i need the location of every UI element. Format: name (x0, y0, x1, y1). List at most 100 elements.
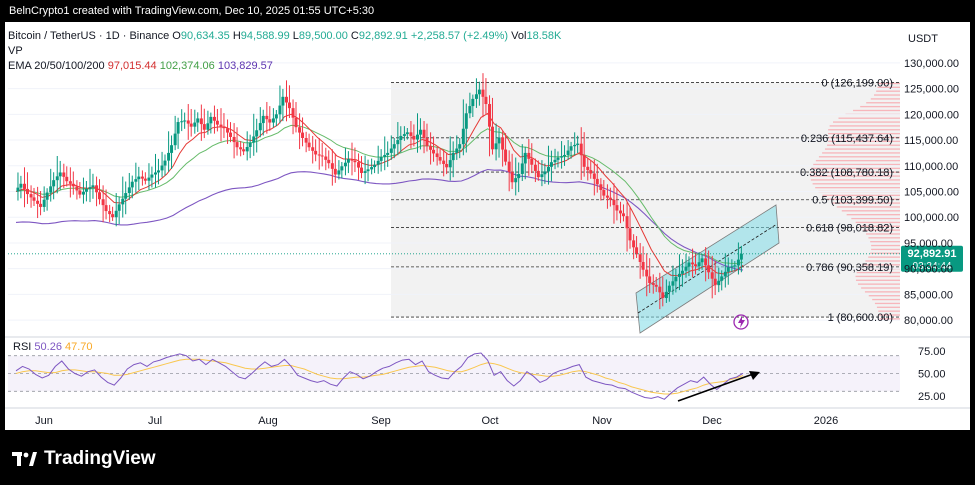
candle-body (189, 123, 193, 127)
candle-body (396, 140, 400, 145)
candle-body (91, 185, 95, 188)
candle-body (599, 184, 603, 190)
h-label: H (232, 30, 241, 42)
candle-body (415, 134, 419, 140)
ema50-value: 102,374.06 (159, 60, 215, 72)
low-value: 89,500.00 (298, 30, 348, 42)
candle-body (330, 163, 334, 169)
candle-body (235, 142, 239, 148)
vp-bar (831, 202, 900, 204)
candle-body (23, 183, 27, 189)
candle-body (625, 216, 629, 229)
candle-body (383, 154, 387, 158)
candle-body (304, 137, 308, 143)
symbol-label[interactable]: Bitcoin / TetherUS · 1D · Binance (8, 30, 170, 42)
y-tick-label: 130,000.00 (904, 58, 959, 70)
l-label: L (292, 30, 299, 42)
candle-body (42, 199, 46, 207)
vp-bar (860, 105, 900, 108)
candle-body (619, 210, 623, 214)
candle-body (602, 189, 606, 196)
candle-body (222, 126, 226, 129)
candle-body (32, 197, 36, 201)
candle-body (664, 291, 668, 299)
candle-body (228, 132, 232, 137)
candle-body (287, 102, 291, 109)
candle-body (117, 204, 121, 211)
vp-bar (836, 206, 900, 208)
vp-bar (874, 302, 900, 305)
candle-body (471, 98, 475, 107)
vp-bar (855, 221, 900, 224)
candle-body (556, 157, 560, 160)
candle-body (327, 159, 331, 164)
candle-body (340, 166, 344, 171)
vp-bar (853, 109, 900, 112)
candle-body (75, 186, 79, 191)
candle-body (68, 181, 72, 184)
rsi-value: 50.26 (34, 341, 62, 353)
candle-body (707, 265, 711, 273)
vp-bar (822, 194, 900, 197)
countdown-value: 03:34:44 (913, 261, 952, 272)
candle-body (533, 164, 537, 171)
candle-body (546, 166, 550, 172)
candle-body (324, 156, 328, 160)
candle-body (474, 94, 478, 99)
candle-body (560, 156, 564, 158)
candle-body (226, 128, 230, 133)
candle-body (180, 121, 184, 123)
candle-body (677, 273, 681, 277)
x-tick-label: Jul (148, 415, 162, 427)
candles (16, 73, 743, 310)
y-tick-label: 95,000.00 (904, 238, 953, 250)
ema100-line (15, 168, 744, 271)
vp-bar (871, 248, 900, 251)
candle-body (36, 200, 40, 204)
chart-legend: Bitcoin / TetherUS · 1D · Binance O90,63… (8, 29, 561, 74)
currency-label: USDT (908, 33, 938, 45)
candle-body (658, 286, 662, 293)
candle-body (19, 183, 23, 188)
candle-body (710, 272, 714, 279)
candle-body (573, 144, 577, 147)
rsi-legend[interactable]: RSI 50.26 47.70 (13, 341, 93, 353)
high-value: 94,588.99 (240, 30, 290, 42)
candle-body (271, 118, 275, 123)
candle-body (435, 153, 439, 158)
rsi-line (15, 352, 744, 400)
o-label: O (172, 30, 181, 42)
y-tick-label: 125,000.00 (904, 84, 959, 96)
ema100-value: 103,829.57 (217, 60, 273, 72)
candle-body (170, 145, 174, 153)
vp-bar (822, 152, 900, 154)
vp-bar (827, 144, 900, 146)
vp-label[interactable]: VP (8, 45, 23, 57)
vp-bar (879, 314, 900, 316)
candle-body (615, 205, 619, 211)
legend-ema-row[interactable]: EMA 20/50/100/200 97,015.44 102,374.06 1… (8, 59, 561, 74)
attribution-text: BelnCrypto1 created with TradingView.com… (9, 5, 375, 17)
fib-label: 0.618 (98,018.82) (806, 222, 893, 234)
vp-bar (859, 225, 900, 227)
candle-body (494, 143, 498, 150)
vp-bar (829, 125, 900, 127)
candle-body (425, 137, 429, 147)
vp-bar (872, 298, 900, 301)
candle-body (520, 163, 524, 175)
candle-body (680, 270, 684, 274)
vp-bar (870, 252, 900, 254)
candle-body (605, 195, 609, 198)
candle-body (39, 203, 43, 207)
x-tick-label: Dec (702, 415, 722, 427)
candle-body (261, 115, 265, 124)
vp-bar (876, 90, 900, 92)
candle-body (523, 152, 527, 164)
candle-body (497, 137, 501, 144)
candle-body (694, 264, 698, 267)
candle-body (501, 137, 505, 150)
tradingview-logo[interactable]: TradingView (12, 448, 156, 470)
candle-body (284, 96, 288, 103)
vp-bar (863, 229, 900, 231)
